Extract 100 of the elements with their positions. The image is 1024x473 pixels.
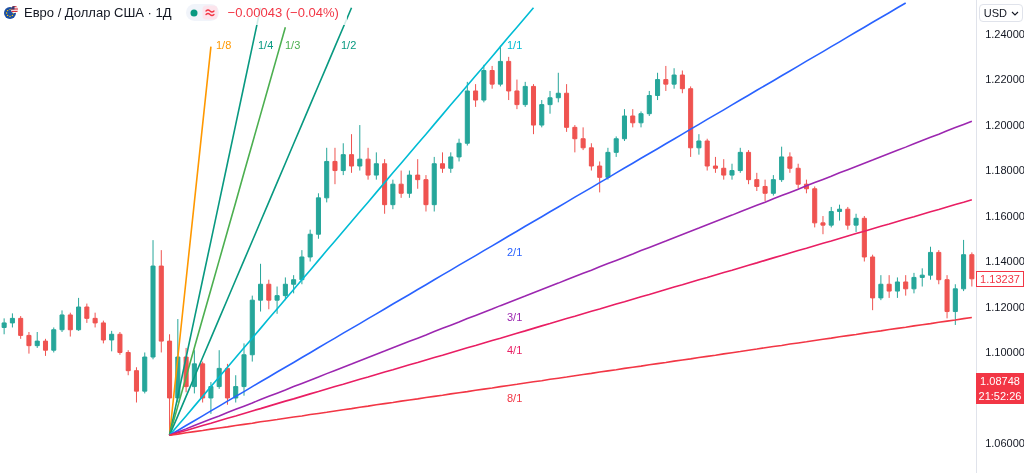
- candlestick: [580, 126, 586, 151]
- candlestick: [497, 45, 503, 87]
- candlestick: [746, 149, 752, 185]
- candlestick: [820, 215, 826, 235]
- candlestick: [26, 331, 32, 355]
- candlestick: [357, 124, 363, 172]
- candlestick: [34, 331, 40, 349]
- candlestick: [870, 254, 876, 311]
- candlestick: [894, 276, 900, 299]
- candlestick: [481, 64, 487, 103]
- candlestick: [42, 338, 49, 357]
- candlestick: [200, 361, 206, 403]
- candlestick: [605, 147, 611, 181]
- y-tick-label: 1.10000: [985, 346, 1024, 359]
- candlestick: [754, 172, 760, 192]
- candlestick: [787, 151, 793, 174]
- candlestick: [903, 274, 909, 297]
- candlestick: [133, 366, 139, 403]
- candlestick: [613, 135, 619, 158]
- candlestick: [208, 381, 214, 415]
- text: 1.13237: [980, 273, 1020, 285]
- candlestick: [539, 99, 545, 128]
- candlestick: [373, 151, 379, 181]
- y-tick-label: 1.20000: [985, 118, 1024, 131]
- candlestick: [92, 312, 98, 328]
- candlestick: [406, 170, 412, 199]
- candlestick: [1, 317, 7, 335]
- series-label: 2/1: [507, 246, 523, 258]
- candlestick: [828, 206, 834, 228]
- candlestick: [117, 331, 123, 356]
- candlestick: [704, 138, 710, 172]
- candlestick: [109, 330, 115, 352]
- candlestick: [646, 90, 652, 117]
- text: 21:52:26: [978, 390, 1022, 402]
- candlestick: [390, 179, 396, 210]
- candlestick: [679, 70, 685, 94]
- candlestick: [522, 81, 528, 108]
- candlestick: [349, 133, 355, 174]
- y-axis-title: USD: [983, 7, 1007, 19]
- candlestick: [439, 151, 446, 174]
- candlestick: [696, 133, 702, 156]
- candlestick: [936, 249, 942, 285]
- candlestick: [76, 297, 82, 332]
- candlestick: [382, 158, 388, 215]
- candlestick: [258, 263, 264, 313]
- candlestick: [51, 326, 57, 353]
- candlestick: [299, 249, 305, 285]
- candlestick: [878, 274, 884, 301]
- series-label: 8/1: [507, 392, 523, 404]
- candlestick: [282, 276, 288, 301]
- text: 1.08748: [980, 375, 1020, 387]
- candlestick: [638, 110, 644, 128]
- candlestick: [9, 312, 15, 328]
- candlestick: [158, 249, 164, 353]
- series-label: 1/3: [285, 39, 301, 51]
- y-tick-label: 1.06000: [985, 437, 1024, 450]
- candlestick: [249, 295, 255, 363]
- series-label: 1/4: [258, 39, 274, 51]
- candlestick: [224, 363, 230, 406]
- chart-title: Евро / Доллар США · 1Д: [24, 5, 172, 20]
- y-tick-label: 1.14000: [985, 255, 1024, 268]
- candlestick: [919, 267, 925, 288]
- candlestick: [530, 83, 537, 135]
- candlestick: [779, 146, 785, 183]
- candlestick: [150, 239, 156, 360]
- y-tick-label: 1.16000: [985, 209, 1024, 222]
- candlestick: [663, 65, 669, 92]
- candlestick: [291, 274, 297, 294]
- series-label: 1/1: [507, 39, 523, 51]
- candlestick: [845, 206, 851, 231]
- candlestick: [911, 272, 917, 294]
- series-label: 1/2: [341, 39, 357, 51]
- candlestick: [125, 349, 131, 376]
- candlestick: [365, 147, 371, 181]
- y-tick-label: 1.22000: [985, 73, 1024, 86]
- candlestick: [762, 179, 768, 202]
- candlestick: [588, 142, 594, 172]
- candlestick: [812, 185, 818, 228]
- candlestick: [456, 138, 462, 162]
- series-label: 3/1: [507, 311, 523, 323]
- series-label: 1/8: [216, 39, 232, 51]
- candlestick: [671, 67, 677, 90]
- candlestick: [944, 274, 950, 319]
- candlestick: [423, 174, 429, 212]
- candlestick: [18, 315, 24, 340]
- candlestick: [100, 320, 106, 344]
- candlestick: [597, 160, 603, 193]
- candlestick: [332, 147, 338, 185]
- chart-subtitle: −0.00043 (−0.04%): [227, 5, 339, 20]
- candlestick: [315, 192, 321, 240]
- y-tick-label: 1.18000: [985, 164, 1024, 177]
- candlestick: [67, 312, 73, 338]
- candlestick: [555, 72, 561, 103]
- candlestick: [464, 81, 470, 147]
- candlestick: [241, 342, 247, 397]
- candlestick: [630, 108, 636, 128]
- candlestick: [737, 147, 743, 174]
- y-tick-label: 1.12000: [985, 300, 1024, 313]
- candlestick: [886, 274, 892, 299]
- candlestick: [431, 156, 437, 212]
